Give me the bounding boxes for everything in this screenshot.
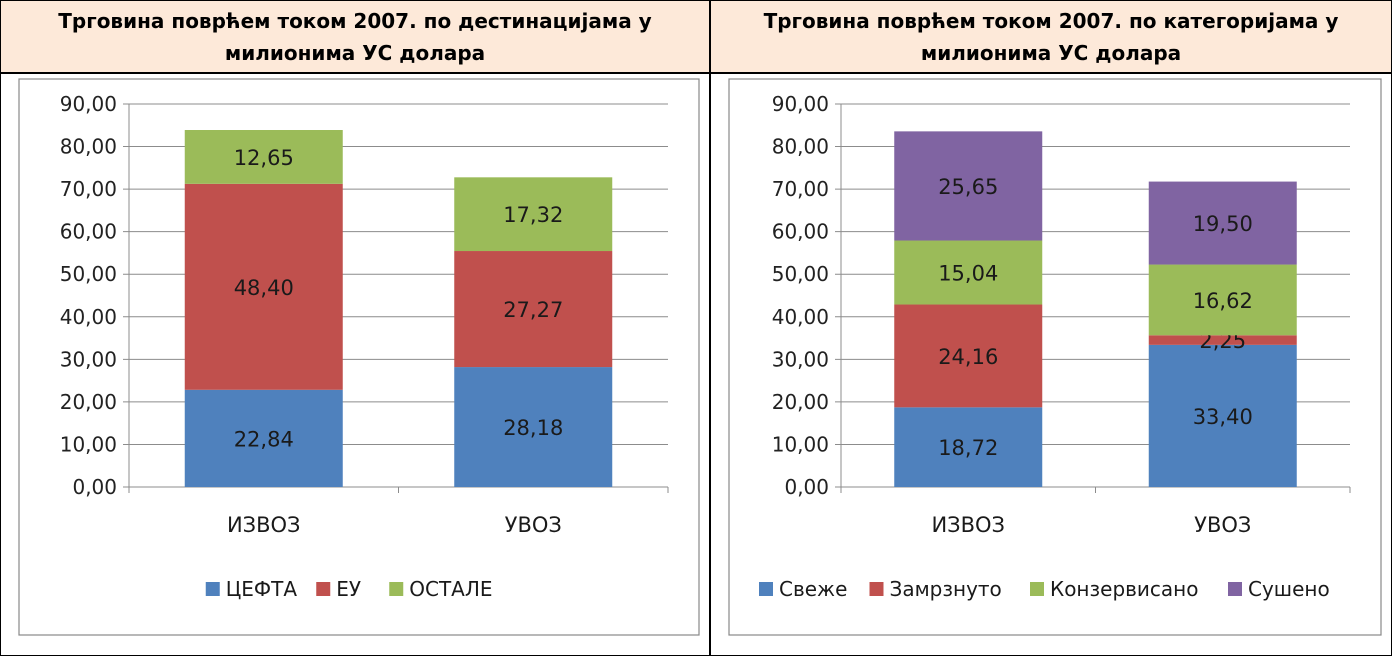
legend-swatch [316, 582, 331, 596]
data-label: 12,65 [234, 146, 294, 170]
y-tick-label: 30,00 [60, 347, 117, 371]
bar-segment [1148, 264, 1297, 336]
legend-swatch [205, 582, 220, 596]
bar-segment [184, 389, 343, 487]
y-tick-label: 80,00 [60, 135, 117, 159]
bar-segment [1148, 181, 1297, 265]
legend-label: Свеже [779, 577, 847, 601]
legend-label: Конзервисано [1050, 577, 1199, 601]
category-label: УВОЗ [505, 513, 562, 537]
bar-segment [454, 251, 613, 368]
category-label: УВОЗ [1194, 513, 1251, 537]
bar-segment [894, 407, 1043, 487]
data-label: 19,50 [1193, 212, 1253, 236]
chart-title-destinations: Трговина поврћем током 2007. по дестинац… [1, 1, 711, 74]
y-tick-label: 20,00 [772, 390, 829, 414]
data-label: 25,65 [938, 175, 998, 199]
y-tick-label: 80,00 [772, 135, 829, 159]
y-tick-label: 0,00 [784, 475, 829, 499]
data-label: 22,84 [234, 427, 294, 451]
bar-segment [1148, 335, 1297, 345]
legend-label: ОСТАЛЕ [409, 577, 492, 601]
category-label: ИЗВОЗ [227, 513, 301, 537]
legend-swatch [1030, 582, 1044, 596]
data-label: 27,27 [503, 298, 563, 322]
data-label: 17,32 [503, 203, 563, 227]
y-tick-label: 40,00 [60, 305, 117, 329]
legend-label: Сушено [1248, 577, 1330, 601]
bar-segment [894, 304, 1043, 408]
data-label: 33,40 [1193, 405, 1253, 429]
legend-swatch [389, 582, 404, 596]
legend-label: ЕУ [336, 577, 361, 601]
data-label: 28,18 [503, 416, 563, 440]
bar-segment [184, 183, 343, 390]
y-tick-label: 60,00 [60, 220, 117, 244]
y-tick-label: 50,00 [772, 262, 829, 286]
chart-panel-destinations: 0,00 10,00 20,00 30,00 40,00 50,00 60,00 70,00 8… [1, 74, 711, 655]
bar-segment [454, 177, 613, 252]
y-tick-label: 10,00 [772, 432, 829, 456]
legend-swatch [869, 582, 884, 596]
data-label: 24,16 [938, 345, 998, 369]
data-label: 18,72 [938, 436, 998, 460]
category-label: ИЗВОЗ [931, 513, 1005, 537]
chart-destinations: 0,00 10,00 20,00 30,00 40,00 50,00 60,00 70,00 8… [18, 78, 700, 636]
y-tick-label: 20,00 [60, 390, 117, 414]
bar-segment [454, 367, 613, 487]
legend-label: Замрзнуто [890, 577, 1002, 601]
data-label: 15,04 [938, 262, 998, 286]
bar-segment [1148, 344, 1297, 487]
chart-title-categories: Трговина поврћем током 2007. по категори… [711, 1, 1391, 74]
y-tick-label: 10,00 [60, 432, 117, 456]
data-label: 48,40 [234, 276, 294, 300]
y-tick-label: 70,00 [772, 177, 829, 201]
y-tick-label: 70,00 [60, 177, 117, 201]
chart-categories: 0,00 10,00 20,00 30,00 40,00 50,00 60,00 70,00 8… [728, 78, 1382, 636]
chart-panel-categories: 0,00 10,00 20,00 30,00 40,00 50,00 60,00 70,00 8… [711, 74, 1391, 655]
y-tick-label: 60,00 [772, 220, 829, 244]
y-tick-label: 90,00 [60, 92, 117, 116]
bar-segment [894, 131, 1043, 241]
legend-swatch [759, 582, 773, 596]
bar-segment [894, 240, 1043, 305]
y-tick-label: 50,00 [60, 262, 117, 286]
legend-label: ЦЕФТА [226, 577, 298, 601]
bar-segment [184, 130, 343, 184]
y-tick-label: 0,00 [72, 475, 117, 499]
y-tick-label: 90,00 [772, 92, 829, 116]
data-label: 16,62 [1193, 289, 1253, 313]
legend-swatch [1228, 582, 1242, 596]
y-tick-label: 30,00 [772, 347, 829, 371]
y-tick-label: 40,00 [772, 305, 829, 329]
